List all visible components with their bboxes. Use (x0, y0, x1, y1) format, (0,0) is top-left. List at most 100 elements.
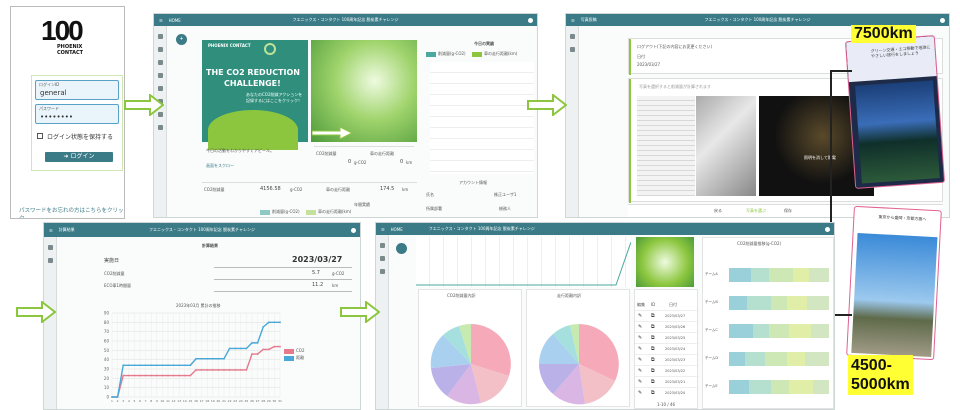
edit-icon[interactable]: ✎ (638, 368, 643, 374)
password-field[interactable]: パスワード •••••••• (35, 104, 119, 124)
y-tick-label: 30 (104, 367, 110, 372)
connector-h2 (830, 314, 852, 316)
co2-small-val: 0 (348, 159, 352, 165)
bar-segment (771, 296, 787, 310)
list-item[interactable]: ✎ ⧉ 2023/03/24 (635, 343, 699, 354)
results-app-title: フエニックス・コンタクト 100周年記念 脱炭素チャレンジ (148, 227, 256, 232)
data-point (178, 374, 181, 377)
nav-list-icon[interactable] (157, 73, 163, 78)
results-menu-icon[interactable]: ☰ (49, 227, 53, 233)
legend-co2-badge (284, 349, 294, 354)
photo-menu-icon[interactable]: ☰ (571, 17, 575, 23)
nav-help-icon[interactable] (157, 112, 163, 117)
results-sidebar (44, 237, 57, 409)
list-item[interactable]: ✎ ⧉ 2023/03/26 (635, 321, 699, 332)
copy-icon[interactable]: ⧉ (651, 346, 655, 352)
edit-icon[interactable]: ✎ (638, 324, 643, 330)
list-item[interactable]: ✎ ⧉ 2023/03/20 (635, 387, 699, 398)
x-tick-label: 9 (156, 399, 158, 403)
banner-brand: PHOENIX CONTACT (208, 43, 251, 48)
nav-info-icon[interactable] (157, 125, 163, 130)
challenge-banner[interactable]: PHOENIX CONTACT THE CO2 REDUCTION CHALLE… (202, 40, 308, 150)
menu-icon[interactable]: ☰ (159, 17, 163, 23)
bar-row: チームB (703, 292, 834, 316)
shower-head-photo[interactable] (696, 96, 756, 196)
list-col-date: 日付 (669, 302, 677, 307)
data-point (200, 357, 203, 360)
login-id-field[interactable]: ログインID general (35, 80, 119, 100)
nav-home-icon[interactable] (157, 34, 163, 39)
co2-small-label: CO2削減量 (316, 151, 337, 156)
copy-icon[interactable]: ⧉ (651, 368, 655, 374)
list-pager[interactable]: 1-10 / 46 (657, 402, 676, 407)
back-button[interactable]: 戻る (714, 208, 722, 213)
x-tick-label: 19 (211, 399, 215, 403)
logo-number: 100 (41, 15, 84, 46)
history-list: 編集 ID 日付 ✎ ⧉ 2023/03/27 ✎ ⧉ 2023/03/26 ✎ ⧉ 2023/… (634, 289, 699, 409)
shower-photo[interactable] (637, 96, 695, 196)
copy-icon[interactable]: ⧉ (651, 324, 655, 330)
summary-user-icon[interactable] (825, 226, 830, 232)
summary-nav-photo-icon[interactable] (379, 269, 385, 274)
list-item[interactable]: ✎ ⧉ 2023/03/25 (635, 332, 699, 343)
y-tick-label: 40 (104, 357, 110, 362)
pie-card-1: CO2削減量内訳 (418, 289, 522, 407)
data-point (155, 374, 158, 377)
edit-icon[interactable]: ✎ (638, 379, 643, 385)
summary-menu-icon[interactable]: ☰ (381, 226, 385, 232)
edit-icon[interactable]: ✎ (638, 390, 643, 396)
list-item[interactable]: ✎ ⧉ 2023/03/27 (635, 310, 699, 321)
login-button[interactable]: ➜ ログイン (45, 152, 113, 162)
pie-chart-2 (539, 323, 619, 405)
x-tick-label: 12 (172, 399, 176, 403)
nav-photo-icon[interactable] (157, 60, 163, 65)
summary-fab[interactable] (396, 243, 407, 254)
bar-label: チームA (705, 272, 718, 276)
copy-icon[interactable]: ⧉ (651, 390, 655, 396)
edit-icon[interactable]: ✎ (638, 313, 643, 319)
legend-km-label: 距離 (296, 355, 304, 360)
data-point (133, 374, 136, 377)
x-tick-label: 30 (272, 399, 276, 403)
edit-icon[interactable]: ✎ (638, 357, 643, 363)
results-nav-home-icon[interactable] (47, 245, 53, 250)
photo-user-icon[interactable] (940, 17, 945, 23)
x-tick-label: 24 (239, 399, 243, 403)
photo-field-label: 日付 (637, 54, 645, 59)
copy-icon[interactable]: ⧉ (651, 357, 655, 363)
nav-chart-icon[interactable] (157, 47, 163, 52)
destination-card-1: グリーン交通・エコ移動で地球にやさしい旅行をしましょう (844, 35, 946, 189)
card-link[interactable]: 画面をスクロー (206, 163, 234, 168)
summary-nav-chart-icon[interactable] (379, 256, 385, 261)
forgot-password-link[interactable]: パスワードをお忘れの方はこちらをクリック (19, 208, 124, 219)
copy-icon[interactable]: ⧉ (651, 313, 655, 319)
nav-settings-icon[interactable] (157, 86, 163, 91)
remember-checkbox[interactable] (37, 133, 43, 139)
copy-icon[interactable]: ⧉ (651, 335, 655, 341)
copy-icon[interactable]: ⧉ (651, 379, 655, 385)
photo-nav-home-icon[interactable] (569, 34, 575, 39)
edit-icon[interactable]: ✎ (638, 346, 643, 352)
select-photo-button[interactable]: 写真を選ぶ (746, 208, 766, 213)
list-item[interactable]: ✎ ⧉ 2023/03/22 (635, 365, 699, 376)
photo-nav-photo-icon[interactable] (569, 47, 575, 52)
bar-segment (729, 296, 747, 310)
photo-field-value[interactable]: 2023/03/27 (637, 62, 661, 67)
pie2-title: 走行距離内訳 (557, 293, 581, 298)
results-nav-photo-icon[interactable] (47, 258, 53, 263)
user-icon[interactable] (528, 17, 533, 23)
edit-icon[interactable]: ✎ (638, 335, 643, 341)
list-item[interactable]: ✎ ⧉ 2023/03/23 (635, 354, 699, 365)
data-point (167, 374, 169, 377)
summary-nav-home-icon[interactable] (379, 243, 385, 248)
photo-sidebar (566, 26, 579, 217)
fab-button[interactable]: + (176, 34, 187, 45)
photo-topbar-title: 写真投稿 (580, 17, 597, 22)
callout-top: 7500km (851, 25, 916, 43)
data-point (228, 369, 231, 371)
summary-sidebar (376, 235, 389, 409)
results-user-icon[interactable] (351, 227, 356, 233)
save-button[interactable]: 保存 (784, 208, 792, 213)
connector-line (830, 70, 832, 316)
list-item[interactable]: ✎ ⧉ 2023/03/21 (635, 376, 699, 387)
